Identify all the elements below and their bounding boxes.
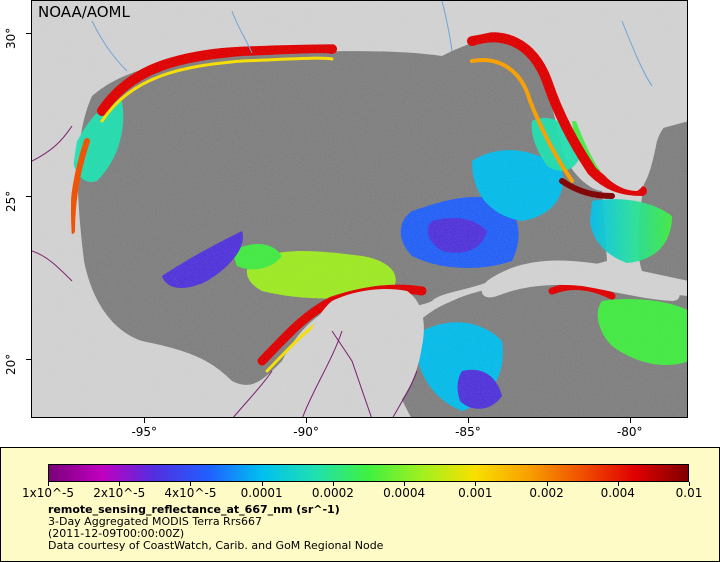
colorbar-tick-mark <box>332 482 334 486</box>
longitude-tick-label: -85° <box>455 425 481 439</box>
colorbar-tick-label: 0.0004 <box>383 486 426 500</box>
colorbar-tick-label: 0.001 <box>458 486 493 500</box>
colorbar-tick-label: 2x10^-5 <box>93 486 146 500</box>
colorbar-tick-label: 1x10^-5 <box>21 486 75 500</box>
colorbar-tick-label: 0.0002 <box>311 486 354 500</box>
colorbar-tick-mark <box>475 482 477 486</box>
longitude-tick-label: -95° <box>131 425 158 439</box>
longitude-tick-mark <box>467 418 469 423</box>
latitude-tick-label: 25° <box>4 190 18 212</box>
colorbar-tick-mark <box>689 482 690 486</box>
variable-name: remote_sensing_reflectance_at_667_nm (sr… <box>48 503 340 516</box>
colorbar-tick-mark <box>546 482 548 486</box>
dataset-time: (2011-12-09T00:00:00Z) <box>48 527 185 540</box>
colorbar-tick-label: 0.002 <box>529 486 564 500</box>
latitude-tick-label: 20° <box>4 353 18 376</box>
colorbar-tick-mark <box>261 482 263 486</box>
map-panel[interactable]: NOAA/AOML <box>31 0 688 418</box>
colorbar-tick-label: 0.004 <box>600 486 635 500</box>
data-texture <box>32 1 687 417</box>
colorbar-tick-mark <box>119 482 121 486</box>
map-credit-label: NOAA/AOML <box>38 3 130 21</box>
colorbar-tick-mark <box>404 482 406 486</box>
colorbar <box>48 464 689 482</box>
longitude-tick-mark <box>144 418 146 423</box>
longitude-tick-mark <box>306 418 308 423</box>
longitude-tick-label: -80° <box>616 425 643 439</box>
map-canvas <box>32 1 687 417</box>
colorbar-tick-mark <box>48 482 49 486</box>
colorbar-tick-label: 4x10^-5 <box>164 486 217 500</box>
data-courtesy: Data courtesy of CoastWatch, Carib. and … <box>48 539 384 552</box>
latitude-tick-mark <box>26 32 31 34</box>
colorbar-tick-label: 0.01 <box>675 486 703 500</box>
political-borders <box>32 125 418 417</box>
rivers <box>91 1 653 87</box>
colorbar-tick-label: 0.0001 <box>240 486 283 500</box>
colorbar-tick-mark <box>190 482 192 486</box>
legend-panel: 1x10^-5 2x10^-5 4x10^-5 0.0001 0.0002 0.0004 0… <box>0 447 720 562</box>
colorbar-tick-mark <box>617 482 619 486</box>
latitude-tick-mark <box>26 195 31 197</box>
dataset-description: 3-Day Aggregated MODIS Terra Rrs667 <box>48 515 262 528</box>
latitude-tick-label: 30° <box>4 27 18 49</box>
longitude-tick-label: -90° <box>293 425 319 439</box>
latitude-tick-mark <box>26 359 31 361</box>
legend-text: remote_sensing_reflectance_at_667_nm (sr… <box>48 504 383 552</box>
longitude-tick-mark <box>629 418 631 423</box>
